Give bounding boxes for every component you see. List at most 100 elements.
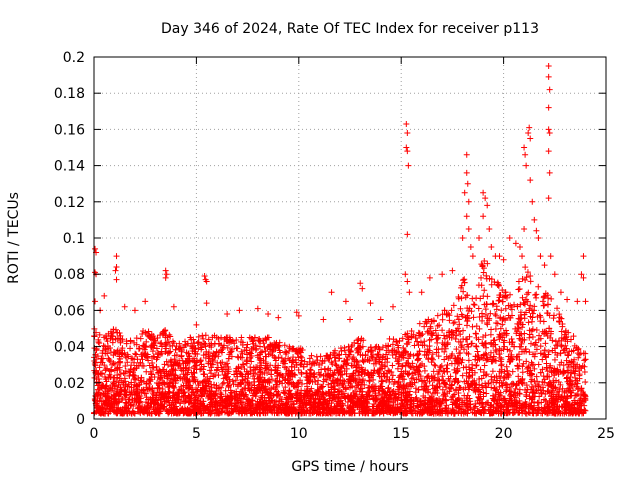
data-point (455, 390, 462, 397)
data-point (336, 355, 343, 362)
data-point (173, 391, 180, 398)
data-point (404, 330, 411, 337)
data-point (241, 385, 248, 392)
data-point (122, 387, 129, 394)
data-point (538, 390, 545, 397)
data-point (341, 347, 348, 354)
data-point (482, 350, 489, 357)
data-point (493, 405, 500, 412)
data-point (453, 386, 460, 393)
data-point (271, 399, 278, 406)
data-point (97, 395, 104, 402)
data-point (464, 312, 471, 319)
data-point (154, 367, 161, 374)
data-point (159, 385, 166, 392)
data-point (333, 362, 340, 369)
data-point (504, 367, 511, 374)
data-point (185, 410, 192, 417)
data-point (559, 323, 566, 330)
data-point (439, 311, 446, 318)
data-point (200, 378, 207, 385)
data-point (262, 353, 269, 360)
data-point (170, 340, 177, 347)
data-point (478, 282, 485, 289)
data-point (288, 381, 295, 388)
data-point (394, 365, 401, 372)
data-point (411, 342, 418, 349)
data-point (509, 368, 516, 375)
data-point (499, 316, 506, 323)
data-point (455, 396, 462, 403)
data-point (352, 388, 359, 395)
data-point (256, 375, 263, 382)
data-point (374, 351, 381, 358)
data-point (200, 398, 207, 405)
data-point (130, 388, 137, 395)
data-point (320, 399, 327, 406)
data-point (396, 374, 403, 381)
data-point (319, 410, 326, 417)
data-point (568, 348, 575, 355)
data-point (392, 409, 399, 416)
data-point (233, 368, 240, 375)
data-point (221, 342, 228, 349)
data-point (535, 387, 542, 394)
data-point (328, 359, 335, 366)
data-point (262, 348, 269, 355)
data-point (214, 359, 221, 366)
data-point (480, 334, 487, 341)
data-point (551, 345, 558, 352)
data-point (516, 390, 523, 397)
data-point (284, 409, 291, 416)
data-point (471, 410, 478, 417)
data-point (402, 362, 409, 369)
data-point (253, 386, 260, 393)
data-point (281, 390, 288, 397)
data-point (189, 384, 196, 391)
data-point (290, 354, 297, 361)
data-point (361, 381, 368, 388)
data-point (389, 341, 396, 348)
data-point (415, 341, 422, 348)
data-point (515, 286, 522, 293)
data-point (402, 368, 409, 375)
data-point (249, 345, 256, 352)
data-point (154, 354, 161, 361)
data-point (202, 343, 209, 350)
data-point (498, 361, 505, 368)
data-point (533, 346, 540, 353)
data-point (459, 372, 466, 379)
data-point (270, 391, 277, 398)
data-point (96, 364, 103, 371)
data-point (355, 381, 362, 388)
data-point (221, 336, 228, 343)
data-point (342, 351, 349, 358)
data-point (325, 410, 332, 417)
data-point (349, 362, 356, 369)
data-point (260, 337, 267, 344)
data-point (565, 364, 572, 371)
data-point (128, 379, 135, 386)
data-point (375, 351, 382, 358)
data-point (224, 338, 231, 345)
data-point (394, 358, 401, 365)
data-point (506, 388, 513, 395)
data-point (552, 384, 559, 391)
data-point (567, 381, 574, 388)
data-point (506, 347, 513, 354)
data-point (260, 340, 267, 347)
data-point (525, 409, 532, 416)
data-point (337, 345, 344, 352)
data-point (167, 357, 174, 364)
data-point (268, 376, 275, 383)
data-point (387, 388, 394, 395)
data-point (318, 402, 325, 409)
data-point (465, 357, 472, 364)
data-point (257, 343, 264, 350)
data-point (465, 384, 472, 391)
data-point (529, 406, 536, 413)
data-point (510, 410, 517, 417)
data-point (351, 392, 358, 399)
data-point (463, 322, 470, 329)
data-point (364, 348, 371, 355)
